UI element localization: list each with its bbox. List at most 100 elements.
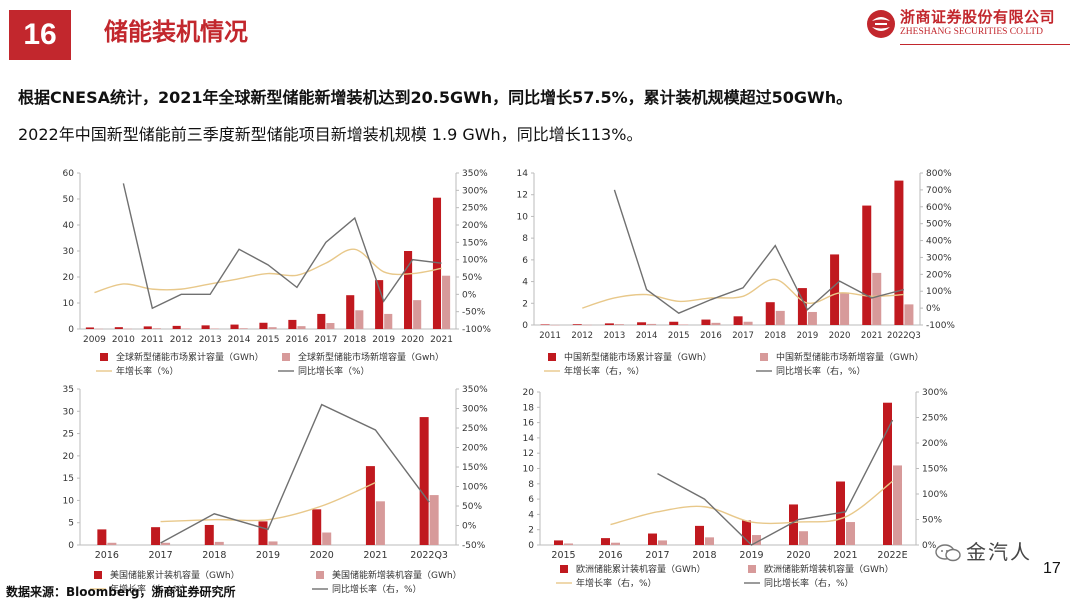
left-axis-tick-label: 8	[528, 480, 534, 490]
right-axis-tick-label: 150%	[462, 463, 488, 473]
right-axis-tick-label: 300%	[462, 405, 488, 415]
bar-cumulative	[701, 319, 711, 325]
x-axis-tick-label: 2018	[764, 331, 786, 341]
left-axis-tick-label: 30	[63, 407, 75, 417]
right-axis-tick-label: 250%	[922, 414, 948, 424]
chart-svg: 024681012141618200%50%100%150%200%250%30…	[523, 388, 949, 589]
left-axis-tick-label: 0	[528, 541, 534, 551]
bar-new	[564, 543, 573, 545]
right-axis-tick-label: 200%	[926, 270, 952, 280]
legend-label: 美国储能新增装机容量（GWh）	[332, 569, 462, 581]
x-axis-tick-label: 2022E	[877, 550, 907, 561]
bar-cumulative	[789, 504, 798, 545]
x-axis-tick-label: 2020	[310, 550, 334, 561]
x-axis-tick-label: 2018	[202, 550, 226, 561]
legend-swatch	[100, 353, 108, 361]
left-axis-tick-label: 2	[522, 299, 528, 309]
x-axis-tick-label: 2009	[83, 335, 106, 345]
bar-new	[775, 310, 785, 325]
section-number: 16	[9, 10, 71, 60]
line-yoy-growth	[160, 403, 430, 544]
bar-cumulative	[204, 524, 214, 545]
x-axis-tick-label: 2012	[170, 335, 193, 345]
legend-swatch	[560, 565, 568, 573]
right-axis-tick-label: 50%	[922, 516, 942, 526]
chart-europe-storage: 0 2 4 6 8 10 12 14 16 18 20 0% 50% 100% 150% 200% 250% 30…	[512, 382, 972, 590]
right-axis-tick-label: 200%	[462, 221, 488, 231]
bar-cumulative	[742, 520, 751, 545]
bar-new	[239, 328, 248, 329]
legend-label: 年增长率（右，%）	[576, 577, 657, 589]
chart-global-storage: 0 10 20 30 40 50 60 -100% -50% 0% 50% 100% 150% 200% 2…	[52, 166, 512, 382]
logo-icon	[867, 10, 895, 38]
bar-cumulative	[317, 313, 326, 329]
x-axis-tick-label: 2016	[700, 331, 722, 341]
bar-cumulative	[894, 180, 904, 325]
right-axis-tick-label: 250%	[462, 424, 488, 434]
right-axis-tick-label: 100%	[926, 287, 952, 297]
x-axis-tick-label: 2018	[692, 550, 716, 561]
x-axis-tick-label: 2021	[363, 550, 387, 561]
bar-new	[647, 323, 657, 325]
x-axis-tick-label: 2017	[148, 550, 172, 561]
bar-cumulative	[601, 538, 610, 545]
bar-new	[214, 541, 224, 545]
legend-label: 同比增长率（%）	[298, 365, 370, 377]
data-source: 数据来源：Bloomberg，浙商证券研究所	[6, 585, 236, 599]
right-axis-tick-label: 250%	[462, 204, 488, 214]
right-axis-tick-label: 350%	[462, 169, 488, 179]
legend-label: 中国新型储能市场新增容量（GWh）	[776, 351, 924, 363]
legend-swatch	[548, 353, 556, 361]
bar-cumulative	[258, 521, 268, 545]
legend-swatch	[282, 353, 290, 361]
left-axis-tick-label: 18	[523, 403, 535, 413]
x-axis-tick-label: 2013	[604, 331, 626, 341]
right-axis-tick-label: 0%	[462, 522, 477, 532]
bar-cumulative	[765, 302, 775, 325]
left-axis-tick-label: 15	[63, 474, 74, 484]
right-axis-tick-label: 50%	[462, 273, 482, 283]
x-axis-tick-label: 2022Q3	[887, 331, 921, 341]
bar-new	[384, 313, 393, 329]
right-axis-tick-label: 400%	[926, 237, 952, 247]
x-axis-tick-label: 2020	[829, 331, 851, 341]
chart-china-storage: 0 2 4 6 8 10 12 14 -100% 0% 100% 200% 300% 400% 500% 60…	[512, 166, 972, 382]
bar-new	[840, 292, 850, 325]
right-axis-tick-label: -100%	[462, 325, 491, 335]
x-axis-tick-label: 2020	[786, 550, 810, 561]
bar-new	[679, 324, 689, 325]
left-axis-tick-label: 12	[523, 449, 534, 459]
legend-label: 年增长率（右，%）	[564, 365, 645, 377]
bar-new	[123, 328, 132, 330]
bar-cumulative	[862, 205, 872, 325]
bar-new	[297, 326, 306, 329]
wechat-icon	[935, 544, 961, 562]
left-axis-tick-label: 40	[63, 221, 75, 231]
legend-label: 美国储能累计装机容量（GWh）	[110, 569, 240, 581]
right-axis-tick-label: 0%	[462, 290, 477, 300]
left-axis-tick-label: 0	[68, 541, 74, 551]
page-number: 17	[1043, 560, 1061, 577]
x-axis-tick-label: 2014	[228, 335, 251, 345]
bar-cumulative	[540, 324, 550, 325]
legend-label: 全球新型储能市场新增容量（Gwh）	[298, 351, 444, 363]
right-axis-tick-label: 200%	[462, 444, 488, 454]
bar-cumulative	[669, 321, 679, 325]
legend-label: 年增长率（%）	[116, 365, 179, 377]
left-axis-tick-label: 35	[63, 385, 74, 395]
legend-swatch	[316, 571, 324, 579]
bar-cumulative	[404, 251, 413, 329]
x-axis-tick-label: 2013	[199, 335, 222, 345]
x-axis-tick-label: 2018	[343, 335, 366, 345]
bar-new	[614, 324, 624, 325]
summary-line-2: 2022年中国新型储能前三季度新型储能项目新增装机规模 1.9 GWh，同比增长…	[18, 125, 643, 144]
left-axis-tick-label: 4	[522, 278, 528, 288]
bar-cumulative	[375, 280, 384, 329]
watermark: 金汽人	[966, 540, 1032, 564]
bar-new	[893, 465, 902, 545]
bar-new	[846, 522, 855, 545]
bar-new	[807, 311, 817, 325]
bar-cumulative	[97, 529, 107, 545]
legend-swatch	[748, 565, 756, 573]
left-axis-tick-label: 60	[63, 169, 75, 179]
